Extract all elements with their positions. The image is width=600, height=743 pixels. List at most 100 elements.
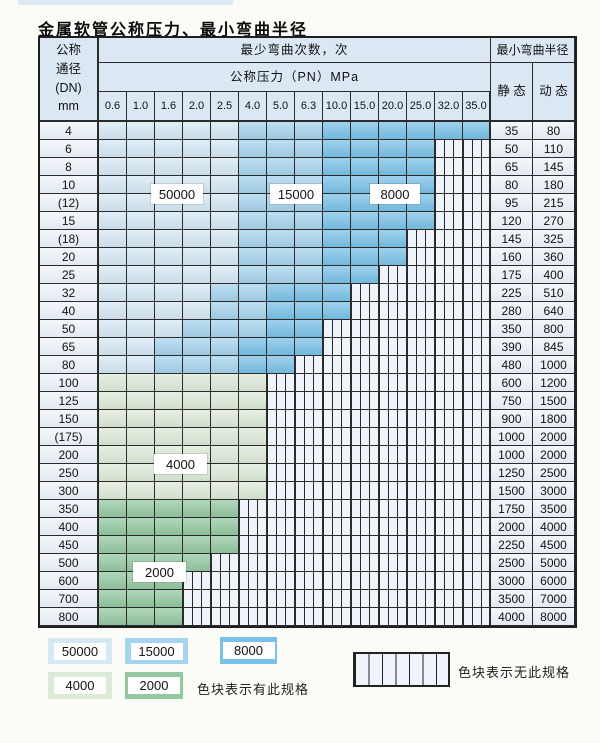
cell-no-spec <box>267 500 295 518</box>
cell-15000 <box>155 338 183 356</box>
cell-no-spec <box>351 554 379 572</box>
nominal-pressure-header: 公称压力（PN）MPa <box>99 63 491 92</box>
cell-50000 <box>183 140 211 158</box>
cell-no-spec <box>463 554 491 572</box>
cell-no-spec <box>295 536 323 554</box>
cell-no-spec <box>379 320 407 338</box>
dn-cell: 125 <box>40 392 99 410</box>
cell-4000 <box>127 482 155 500</box>
cell-no-spec <box>435 464 463 482</box>
cell-no-spec <box>435 284 463 302</box>
cell-no-spec <box>211 608 239 626</box>
dn-cell: 50 <box>40 320 99 338</box>
cell-8000 <box>407 212 435 230</box>
cell-4000 <box>127 464 155 482</box>
cell-8000 <box>379 248 407 266</box>
static-radius-cell: 120 <box>491 212 533 230</box>
cell-50000 <box>99 176 127 194</box>
dn-cell: 40 <box>40 302 99 320</box>
cell-no-spec <box>295 374 323 392</box>
cell-4000 <box>99 392 127 410</box>
cell-8000 <box>267 356 295 374</box>
cell-no-spec <box>463 356 491 374</box>
cell-no-spec <box>239 572 267 590</box>
cell-4000 <box>239 410 267 428</box>
static-radius-cell: 750 <box>491 392 533 410</box>
cell-no-spec <box>435 392 463 410</box>
cell-8000 <box>351 140 379 158</box>
cell-50000 <box>211 176 239 194</box>
cell-50000 <box>183 266 211 284</box>
cell-no-spec <box>267 392 295 410</box>
cell-50000 <box>155 212 183 230</box>
cell-no-spec <box>183 608 211 626</box>
pressure-col-header: 35.0 <box>463 92 491 122</box>
cell-8000 <box>351 266 379 284</box>
decorative-top-strip <box>18 0 233 5</box>
cell-50000 <box>127 248 155 266</box>
cell-no-spec <box>239 500 267 518</box>
cell-no-spec <box>435 230 463 248</box>
dynamic-radius-cell: 3500 <box>533 500 575 518</box>
cell-15000 <box>267 158 295 176</box>
cell-50000 <box>99 140 127 158</box>
pressure-col-header: 10.0 <box>323 92 351 122</box>
dynamic-radius-cell: 110 <box>533 140 575 158</box>
cell-no-spec <box>351 302 379 320</box>
cell-50000 <box>127 194 155 212</box>
cell-2000 <box>155 608 183 626</box>
cell-no-spec <box>351 500 379 518</box>
cell-4000 <box>211 392 239 410</box>
cell-no-spec <box>351 608 379 626</box>
dn-cell: 32 <box>40 284 99 302</box>
cell-15000 <box>267 266 295 284</box>
cell-50000 <box>183 212 211 230</box>
cell-no-spec <box>435 320 463 338</box>
dn-cell: (18) <box>40 230 99 248</box>
static-radius-cell: 1750 <box>491 500 533 518</box>
cell-no-spec <box>379 356 407 374</box>
dynamic-radius-cell: 1500 <box>533 392 575 410</box>
cell-no-spec <box>435 554 463 572</box>
dn-cell: 4 <box>40 122 99 140</box>
cell-50000 <box>99 212 127 230</box>
static-column-header: 静 态 <box>491 63 533 122</box>
cell-15000 <box>211 338 239 356</box>
cell-no-spec <box>267 428 295 446</box>
static-radius-cell: 3000 <box>491 572 533 590</box>
cell-no-spec <box>463 320 491 338</box>
cell-50000 <box>127 302 155 320</box>
cell-no-spec <box>351 356 379 374</box>
cell-no-spec <box>267 536 295 554</box>
legend-has-spec-text: 色块表示有此规格 <box>197 682 310 697</box>
cell-2000 <box>155 500 183 518</box>
cell-no-spec <box>295 410 323 428</box>
static-radius-cell: 1000 <box>491 428 533 446</box>
cell-4000 <box>239 464 267 482</box>
cell-no-spec <box>407 320 435 338</box>
cell-no-spec <box>323 338 351 356</box>
cell-50000 <box>211 122 239 140</box>
static-radius-cell: 390 <box>491 338 533 356</box>
cell-no-spec <box>351 518 379 536</box>
cell-50000 <box>127 158 155 176</box>
cell-no-spec <box>295 446 323 464</box>
cell-15000 <box>239 248 267 266</box>
cell-8000 <box>379 158 407 176</box>
cell-8000 <box>267 320 295 338</box>
cell-8000 <box>379 122 407 140</box>
cell-15000 <box>155 356 183 374</box>
cell-no-spec <box>323 320 351 338</box>
cell-no-spec <box>239 554 267 572</box>
cell-50000 <box>99 194 127 212</box>
dn-cell: 80 <box>40 356 99 374</box>
cell-15000 <box>211 320 239 338</box>
cell-no-spec <box>407 518 435 536</box>
cell-no-spec <box>295 428 323 446</box>
cell-no-spec <box>463 410 491 428</box>
cell-8000 <box>295 302 323 320</box>
cell-no-spec <box>295 392 323 410</box>
cell-no-spec <box>295 554 323 572</box>
cell-no-spec <box>351 446 379 464</box>
cell-15000 <box>239 320 267 338</box>
